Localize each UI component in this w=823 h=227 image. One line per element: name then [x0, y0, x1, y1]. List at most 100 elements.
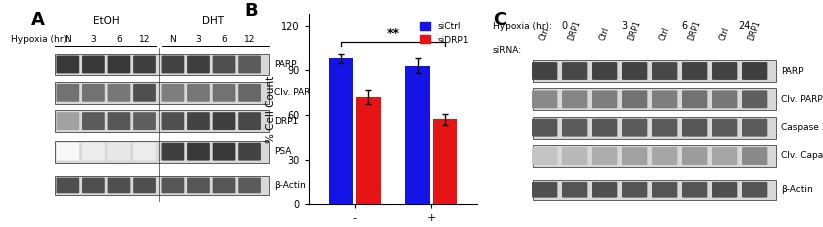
FancyBboxPatch shape — [532, 182, 557, 198]
FancyBboxPatch shape — [82, 178, 105, 193]
FancyBboxPatch shape — [133, 56, 156, 73]
FancyBboxPatch shape — [712, 147, 737, 165]
FancyBboxPatch shape — [108, 112, 130, 130]
FancyBboxPatch shape — [682, 90, 707, 108]
Text: **: ** — [387, 27, 399, 40]
FancyBboxPatch shape — [622, 119, 648, 137]
FancyBboxPatch shape — [82, 143, 105, 160]
FancyBboxPatch shape — [55, 141, 269, 163]
Text: siRNA:: siRNA: — [493, 46, 522, 55]
Text: A: A — [31, 11, 44, 29]
Text: 12: 12 — [139, 35, 151, 44]
Text: Ctrl: Ctrl — [598, 25, 611, 42]
Text: 6: 6 — [116, 35, 122, 44]
FancyBboxPatch shape — [742, 119, 767, 137]
FancyBboxPatch shape — [133, 143, 156, 160]
Text: B: B — [244, 2, 258, 20]
FancyBboxPatch shape — [187, 112, 210, 130]
Text: DHT: DHT — [202, 16, 224, 26]
FancyBboxPatch shape — [161, 143, 184, 160]
FancyBboxPatch shape — [161, 178, 184, 193]
Text: 6: 6 — [221, 35, 227, 44]
FancyBboxPatch shape — [212, 112, 235, 130]
Bar — [356, 97, 381, 204]
Bar — [405, 66, 430, 204]
Text: N: N — [170, 35, 176, 44]
FancyBboxPatch shape — [161, 56, 184, 73]
FancyBboxPatch shape — [57, 84, 79, 102]
FancyBboxPatch shape — [592, 147, 617, 165]
FancyBboxPatch shape — [55, 110, 269, 132]
Text: β-Actin: β-Actin — [274, 181, 305, 190]
Text: Ctrl: Ctrl — [718, 25, 732, 42]
FancyBboxPatch shape — [133, 178, 156, 193]
FancyBboxPatch shape — [108, 84, 130, 102]
FancyBboxPatch shape — [533, 180, 776, 200]
FancyBboxPatch shape — [742, 90, 767, 108]
Text: N: N — [64, 35, 72, 44]
FancyBboxPatch shape — [533, 117, 776, 138]
FancyBboxPatch shape — [622, 62, 648, 80]
Text: PSA: PSA — [274, 147, 291, 156]
Text: Hypoxia (hr):: Hypoxia (hr): — [11, 35, 70, 44]
Bar — [328, 58, 353, 204]
FancyBboxPatch shape — [652, 182, 677, 198]
Bar — [433, 119, 458, 204]
Text: 24: 24 — [738, 21, 751, 31]
FancyBboxPatch shape — [532, 62, 557, 80]
FancyBboxPatch shape — [532, 147, 557, 165]
FancyBboxPatch shape — [57, 112, 79, 130]
FancyBboxPatch shape — [238, 56, 261, 73]
FancyBboxPatch shape — [652, 147, 677, 165]
FancyBboxPatch shape — [712, 182, 737, 198]
Text: PARP: PARP — [274, 60, 296, 69]
FancyBboxPatch shape — [532, 90, 557, 108]
FancyBboxPatch shape — [652, 119, 677, 137]
FancyBboxPatch shape — [562, 90, 588, 108]
FancyBboxPatch shape — [187, 56, 210, 73]
FancyBboxPatch shape — [133, 84, 156, 102]
Text: DRP1: DRP1 — [274, 117, 298, 126]
FancyBboxPatch shape — [57, 178, 79, 193]
FancyBboxPatch shape — [82, 84, 105, 102]
FancyBboxPatch shape — [212, 143, 235, 160]
Text: 3: 3 — [91, 35, 96, 44]
Text: DRP1: DRP1 — [627, 19, 643, 42]
Text: Clv. PARP: Clv. PARP — [781, 95, 823, 104]
FancyBboxPatch shape — [592, 119, 617, 137]
FancyBboxPatch shape — [533, 145, 776, 167]
FancyBboxPatch shape — [187, 84, 210, 102]
FancyBboxPatch shape — [55, 82, 269, 104]
Text: Ctrl: Ctrl — [658, 25, 672, 42]
FancyBboxPatch shape — [682, 119, 707, 137]
Text: 3: 3 — [196, 35, 202, 44]
FancyBboxPatch shape — [742, 62, 767, 80]
FancyBboxPatch shape — [592, 62, 617, 80]
FancyBboxPatch shape — [82, 112, 105, 130]
FancyBboxPatch shape — [532, 119, 557, 137]
Text: C: C — [493, 11, 506, 29]
Text: DRP1: DRP1 — [747, 19, 762, 42]
FancyBboxPatch shape — [592, 90, 617, 108]
FancyBboxPatch shape — [562, 119, 588, 137]
Text: Caspase 3: Caspase 3 — [781, 123, 823, 132]
FancyBboxPatch shape — [238, 112, 261, 130]
FancyBboxPatch shape — [108, 178, 130, 193]
FancyBboxPatch shape — [622, 182, 648, 198]
FancyBboxPatch shape — [57, 143, 79, 160]
FancyBboxPatch shape — [682, 182, 707, 198]
FancyBboxPatch shape — [238, 178, 261, 193]
FancyBboxPatch shape — [212, 84, 235, 102]
FancyBboxPatch shape — [712, 119, 737, 137]
Text: DRP1: DRP1 — [687, 19, 702, 42]
Text: β-Actin: β-Actin — [781, 185, 813, 194]
FancyBboxPatch shape — [712, 90, 737, 108]
FancyBboxPatch shape — [712, 62, 737, 80]
FancyBboxPatch shape — [592, 182, 617, 198]
FancyBboxPatch shape — [161, 84, 184, 102]
FancyBboxPatch shape — [212, 56, 235, 73]
Text: Ctrl: Ctrl — [538, 25, 551, 42]
FancyBboxPatch shape — [55, 54, 269, 75]
FancyBboxPatch shape — [133, 112, 156, 130]
FancyBboxPatch shape — [742, 182, 767, 198]
